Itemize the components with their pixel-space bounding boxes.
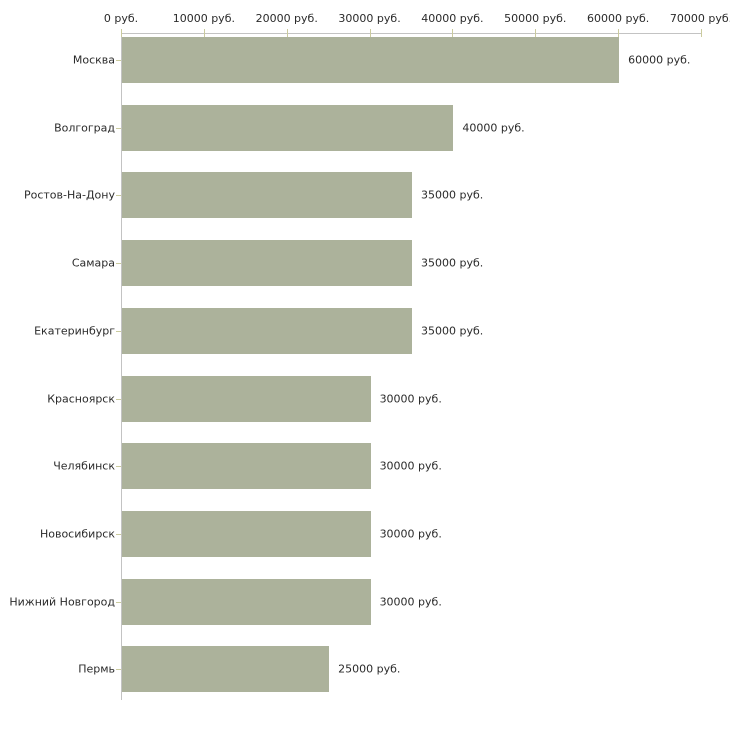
y-axis-tick	[116, 127, 121, 129]
x-axis-tick-label: 20000 руб.	[255, 12, 318, 25]
y-axis-tick	[116, 466, 121, 468]
bar	[122, 37, 620, 83]
x-axis-tick	[121, 29, 122, 37]
value-label: 30000 руб.	[379, 527, 442, 541]
value-label: 35000 руб.	[421, 324, 484, 338]
bar	[122, 443, 371, 490]
bar	[122, 104, 454, 151]
value-label: 30000 руб.	[379, 459, 442, 473]
y-axis-line	[121, 33, 122, 700]
y-axis-tick	[116, 533, 121, 535]
category-label: Волгоград	[54, 121, 115, 135]
category-label: Челябинск	[53, 459, 115, 473]
bar	[122, 510, 371, 557]
y-axis-tick	[116, 263, 121, 265]
bar	[122, 375, 371, 422]
x-axis-tick	[203, 29, 205, 37]
value-label: 40000 руб.	[462, 121, 525, 135]
category-label: Ростов-На-Дону	[23, 188, 115, 202]
x-axis-tick	[535, 29, 537, 37]
x-axis-tick-label: 70000 руб.	[669, 12, 730, 25]
category-label: Новосибирск	[39, 527, 115, 541]
x-axis-tick	[452, 29, 454, 37]
category-label: Москва	[72, 53, 115, 67]
bar	[122, 646, 330, 693]
bar	[122, 307, 412, 354]
category-label: Пермь	[78, 662, 115, 676]
x-axis-tick-label: 0 руб.	[103, 12, 139, 25]
value-label: 30000 руб.	[379, 392, 442, 405]
x-axis-tick-label: 10000 руб.	[172, 12, 235, 25]
x-axis-line	[121, 33, 702, 34]
y-axis-tick	[116, 669, 121, 671]
x-axis-tick-label: 40000 руб.	[421, 12, 484, 25]
x-axis-tick	[701, 29, 702, 37]
category-label: Екатеринбург	[34, 324, 115, 338]
y-axis-tick	[116, 398, 121, 400]
x-axis-tick-label: 60000 руб.	[587, 12, 650, 25]
y-axis-tick	[116, 601, 121, 603]
value-label: 25000 руб.	[338, 662, 401, 676]
bar	[122, 578, 371, 625]
category-label: Красноярск	[47, 392, 115, 405]
category-label: Самара	[71, 256, 115, 270]
x-axis-tick-label: 30000 руб.	[338, 12, 401, 25]
y-axis-tick	[116, 330, 121, 332]
x-axis-tick	[369, 29, 371, 37]
value-label: 35000 руб.	[421, 256, 484, 270]
bar	[122, 172, 412, 219]
x-axis-tick-label: 50000 руб.	[504, 12, 567, 25]
x-axis-tick	[618, 29, 620, 37]
y-axis-tick	[116, 195, 121, 197]
value-label: 60000 руб.	[628, 53, 691, 67]
value-label: 30000 руб.	[379, 595, 442, 609]
y-axis-tick	[116, 60, 121, 61]
x-axis-tick	[286, 29, 288, 37]
value-label: 35000 руб.	[421, 188, 484, 202]
category-label: Нижний Новгород	[9, 595, 115, 609]
bar	[122, 240, 412, 287]
